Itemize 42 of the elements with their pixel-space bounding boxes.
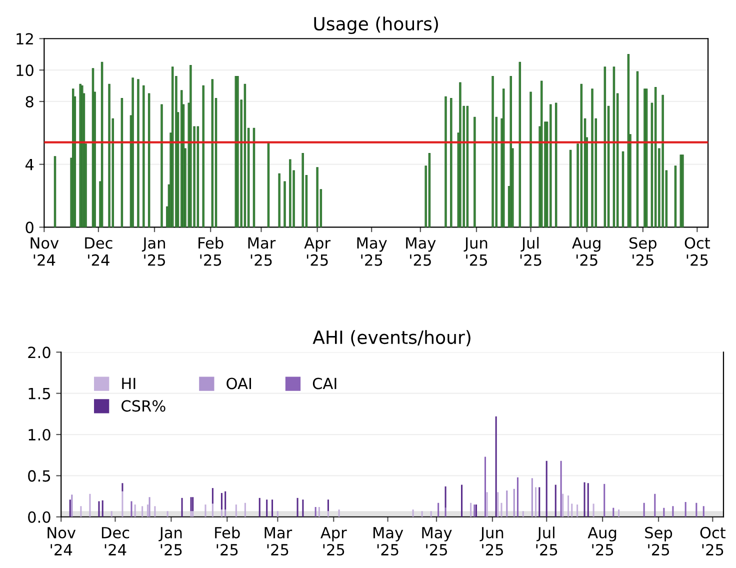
x-tick-label: Jan '25 (158, 527, 182, 556)
x-tick-label: Nov '24 (30, 237, 59, 266)
x-tick-label: Dec '24 (85, 237, 112, 266)
y-tick-label: 1.5 (28, 388, 50, 400)
x-tick-label: May '25 (422, 527, 452, 556)
legend-label: HI (122, 378, 136, 390)
x-tick-label: Jul '25 (536, 526, 558, 556)
x-tick-label: Feb '25 (215, 526, 240, 556)
x-tick-label: Sep '25 (645, 526, 672, 556)
x-tick-label: Jul '25 (520, 236, 542, 266)
x-tick-label: Apr '25 (304, 237, 331, 266)
x-tick-label: Aug '25 (572, 237, 600, 266)
y-tick-label: 10 (16, 64, 34, 76)
y-tick-label: 1.0 (28, 428, 50, 441)
x-tick-label: Sep '25 (630, 237, 656, 266)
x-tick-label: Nov '24 (48, 527, 76, 556)
x-tick-label: Dec '24 (102, 527, 130, 556)
x-tick-label: Aug '25 (588, 527, 616, 556)
x-tick-label: Oct '25 (684, 237, 710, 266)
y-tick-label: 2.0 (28, 346, 50, 358)
y-tick-label: 0 (26, 222, 34, 234)
x-tick-label: Jun '25 (480, 527, 504, 556)
x-tick-label: Jan '25 (142, 237, 165, 266)
chart-title: Usage (hours) (314, 16, 438, 34)
x-tick-label: Oct '25 (700, 526, 726, 556)
x-tick-label: Apr '25 (320, 527, 347, 556)
x-tick-label: Mar '25 (264, 527, 292, 556)
chart-title: AHI (events/hour) (312, 330, 470, 346)
legend-label: OAI (226, 378, 251, 390)
x-tick-label: May '25 (406, 237, 436, 266)
y-tick-label: 8 (26, 96, 34, 108)
x-tick-label: May '25 (357, 237, 387, 266)
y-tick-label: 12 (16, 33, 33, 44)
x-tick-label: Feb '25 (198, 236, 224, 266)
legend-label: CSR% (122, 400, 166, 412)
y-tick-label: 0.5 (28, 470, 50, 482)
y-tick-label: 4 (25, 159, 34, 170)
legend-label: CAI (312, 378, 336, 390)
x-tick-label: May '25 (373, 527, 404, 556)
x-tick-label: Mar '25 (248, 237, 276, 266)
x-tick-label: Jun '25 (464, 237, 488, 266)
y-tick-label: 0.0 (28, 511, 50, 523)
